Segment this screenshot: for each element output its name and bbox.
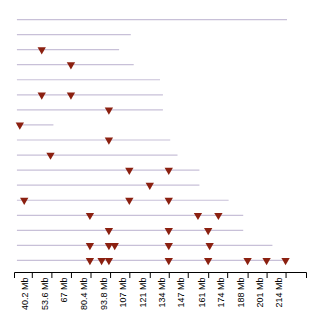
x-tick: 174 Mb <box>216 272 228 307</box>
marker <box>125 168 133 175</box>
x-tick: 53.6 Mb <box>40 272 52 310</box>
chromosome-line <box>17 200 229 201</box>
chart-container: 40.2 Mb 53.6 Mb 67 Mb 80.4 Mb 93.8 Mb 107 Mb 1… <box>0 0 320 320</box>
marker <box>38 92 46 99</box>
x-tick: 214 Mb <box>274 272 286 307</box>
x-tick-label: 107 Mb <box>118 277 128 307</box>
x-tick-mark <box>71 272 72 278</box>
x-tick: 147 Mb <box>176 272 188 307</box>
marker <box>105 228 113 235</box>
marker <box>281 258 289 265</box>
marker <box>243 258 251 265</box>
marker <box>16 123 24 130</box>
x-tick-label: 93.8 Mb <box>99 277 109 310</box>
x-tick-label: 214 Mb <box>274 277 284 307</box>
marker <box>214 213 222 220</box>
marker <box>204 228 212 235</box>
marker <box>38 47 46 54</box>
chromosome-line <box>17 64 134 65</box>
chromosome-line <box>17 245 273 246</box>
marker <box>105 107 113 114</box>
x-tick-label: 147 Mb <box>176 277 186 307</box>
marker <box>86 243 94 250</box>
x-tick-mark <box>208 272 209 278</box>
x-tick-label: 174 Mb <box>216 277 226 307</box>
marker <box>194 213 202 220</box>
marker <box>146 183 154 190</box>
x-tick-label: 80.4 Mb <box>79 277 89 310</box>
x-tick-mark <box>188 272 189 278</box>
marker <box>86 258 94 265</box>
x-tick-mark <box>248 272 249 278</box>
x-tick-label: 188 Mb <box>236 277 246 307</box>
chromosome-line <box>17 185 200 186</box>
marks <box>16 20 290 266</box>
x-tick-label: 134 Mb <box>157 277 167 307</box>
x-tick: 40.2 Mb <box>20 272 32 310</box>
marker <box>165 228 173 235</box>
marker <box>20 198 28 205</box>
x-tick-mark <box>110 272 111 278</box>
x-tick: 161 Mb <box>197 272 209 307</box>
chromosome-line <box>17 109 163 110</box>
marker <box>262 258 270 265</box>
marker <box>204 258 212 265</box>
chromosome-lines <box>17 20 287 261</box>
x-tick: 201 Mb <box>255 272 267 307</box>
x-tick: 107 Mb <box>118 272 130 307</box>
chromosome-line <box>17 139 170 140</box>
chromosome-line <box>17 79 160 80</box>
marker <box>105 138 113 145</box>
chromosome-line <box>17 49 119 50</box>
plot: 40.2 Mb 53.6 Mb 67 Mb 80.4 Mb 93.8 Mb 107 Mb 1… <box>15 20 307 310</box>
marker <box>97 258 105 265</box>
marker <box>67 62 75 69</box>
marker <box>165 198 173 205</box>
x-tick: 134 Mb <box>157 272 169 307</box>
markers <box>16 47 290 265</box>
x-tick: 93.8 Mb <box>99 272 111 310</box>
x-tick: 80.4 Mb <box>79 272 91 310</box>
x-tick-mark <box>286 272 287 278</box>
chromosome-line <box>17 34 131 35</box>
x-tick-mark <box>32 272 33 278</box>
x-tick-label: 201 Mb <box>255 277 265 307</box>
x-tick: 188 Mb <box>236 272 248 307</box>
x-tick-label: 161 Mb <box>197 277 207 307</box>
x-tick-mark <box>150 272 151 278</box>
x-tick-mark <box>227 272 228 278</box>
x-tick-mark <box>129 272 130 278</box>
marker <box>165 258 173 265</box>
x-tick: 121 Mb <box>138 272 150 307</box>
x-tick-label: 121 Mb <box>138 277 148 307</box>
marker <box>165 243 173 250</box>
marker <box>125 198 133 205</box>
x-tick-mark <box>169 272 170 278</box>
chromosome-line <box>17 170 200 171</box>
chromosome-line <box>17 19 287 20</box>
x-tick-mark <box>267 272 268 278</box>
x-tick-mark <box>51 272 52 278</box>
marker <box>105 258 113 265</box>
marker <box>111 243 119 250</box>
marker <box>205 243 213 250</box>
marker <box>67 92 75 99</box>
chart: 40.2 Mb 53.6 Mb 67 Mb 80.4 Mb 93.8 Mb 107 Mb 1… <box>0 0 320 320</box>
x-tick-mark <box>91 272 92 278</box>
marker <box>46 153 54 160</box>
x-axis: 40.2 Mb 53.6 Mb 67 Mb 80.4 Mb 93.8 Mb 107 Mb 1… <box>15 272 307 310</box>
chromosome-line <box>17 215 243 216</box>
x-axis-line <box>15 273 307 279</box>
x-tick-label: 40.2 Mb <box>20 277 30 310</box>
marker <box>165 168 173 175</box>
x-tick: 67 Mb <box>59 272 71 302</box>
x-tick-label: 67 Mb <box>59 277 69 302</box>
x-tick-label: 53.6 Mb <box>40 277 50 310</box>
marker <box>86 213 94 220</box>
chromosome-line <box>17 154 178 155</box>
